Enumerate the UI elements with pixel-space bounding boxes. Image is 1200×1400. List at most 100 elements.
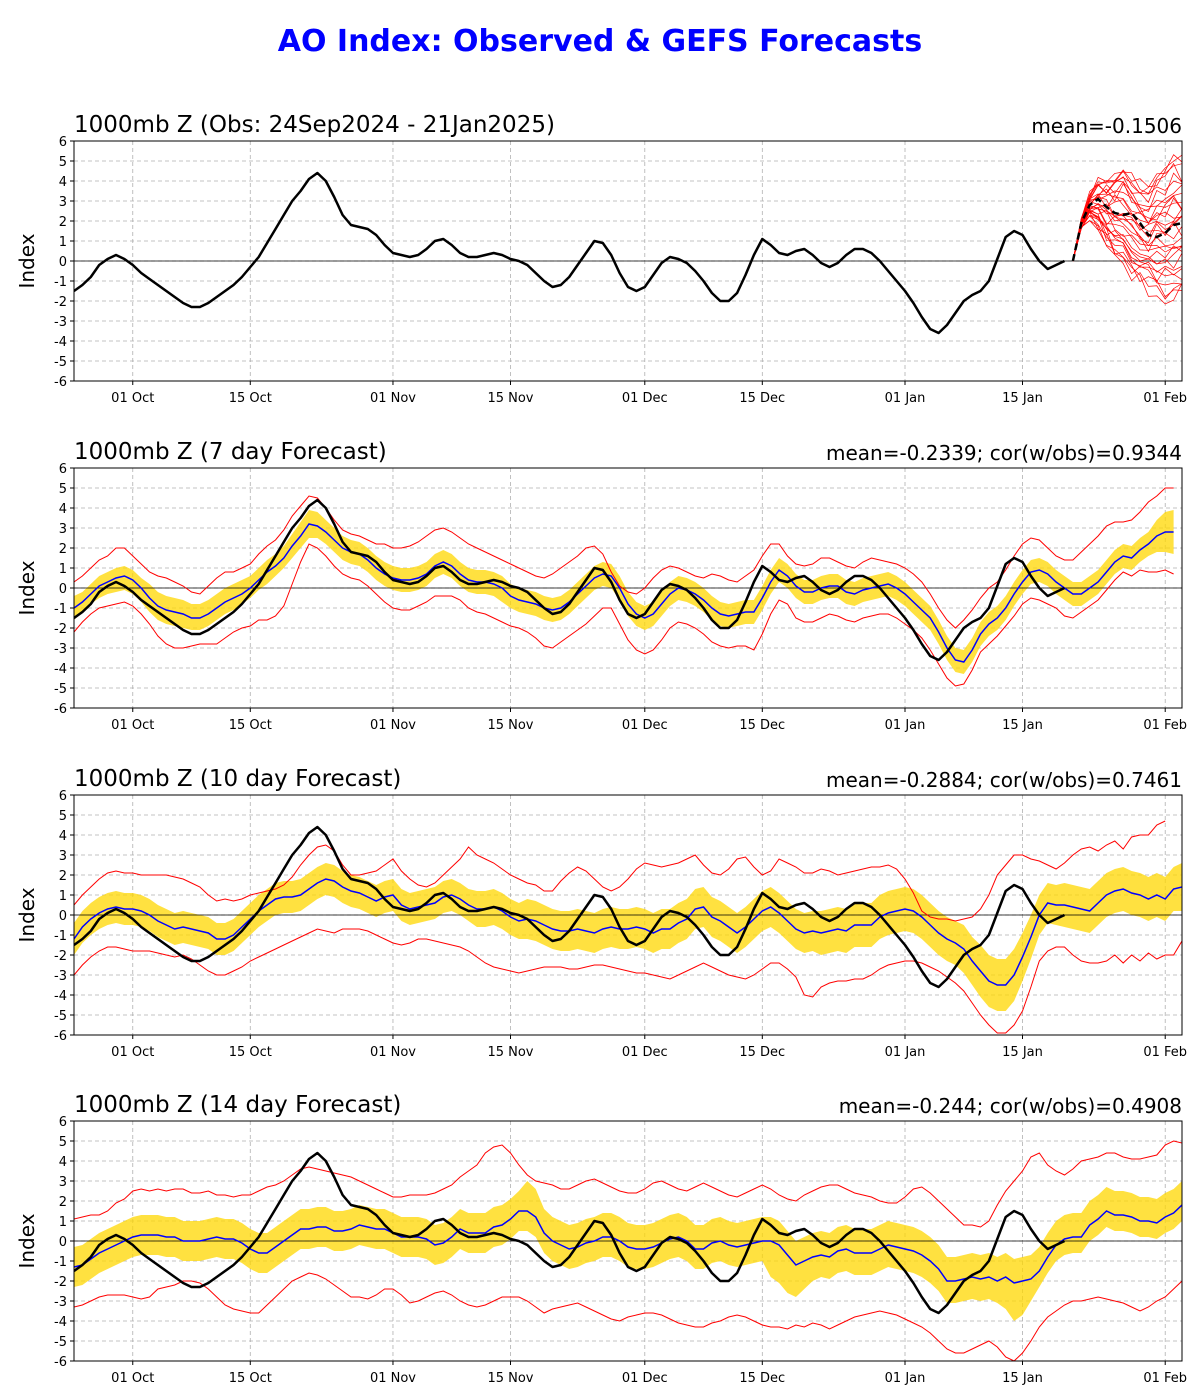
panel-stats: mean=-0.2339; cor(w/obs)=0.9344 [826, 441, 1182, 465]
panel-title: 1000mb Z (10 day Forecast) [74, 766, 401, 792]
gefs-member-line [1072, 215, 1182, 286]
spread-band [74, 510, 1174, 674]
y-tick-label: -4 [54, 989, 67, 1004]
y-tick-label: 6 [59, 135, 67, 150]
x-tick-label: 01 Nov [370, 1045, 416, 1060]
x-tick-label: 15 Nov [487, 1045, 533, 1060]
gefs-member-line [1072, 210, 1182, 262]
y-axis-label: Index [15, 1213, 39, 1268]
x-tick-label: 01 Feb [1143, 391, 1187, 406]
gefs-member-line [1072, 193, 1182, 262]
x-tick-label: 01 Oct [111, 391, 154, 406]
x-tick-label: 01 Nov [370, 1371, 416, 1386]
figure-title: AO Index: Observed & GEFS Forecasts [278, 24, 922, 59]
gefs-member-line [1072, 215, 1182, 283]
spread-band [74, 863, 1182, 1011]
y-tick-label: 6 [59, 789, 67, 804]
panel-2: 1000mb Z (7 day Forecast) mean=-0.2339; c… [15, 439, 1187, 733]
x-tick-label: 01 Jan [885, 1045, 926, 1060]
y-tick-label: 5 [59, 155, 67, 170]
x-tick-label: 15 Dec [739, 391, 785, 406]
y-tick-label: 1 [59, 562, 67, 577]
x-tick-label: 15 Oct [229, 391, 272, 406]
y-tick-label: 5 [59, 809, 67, 824]
x-tick-label: 01 Oct [111, 1045, 154, 1060]
ensemble-mean-line [74, 878, 1182, 986]
x-tick-label: 15 Oct [229, 1371, 272, 1386]
panel-4: 1000mb Z (14 day Forecast) mean=-0.244; c… [15, 1092, 1187, 1386]
x-tick-label: 01 Feb [1143, 718, 1187, 733]
y-tick-label: 0 [59, 255, 67, 270]
y-tick-label: 2 [59, 869, 67, 884]
max-envelope-line [74, 1140, 1182, 1228]
y-tick-label: -5 [54, 682, 67, 697]
gefs-member-line [1072, 154, 1182, 262]
x-tick-label: 01 Oct [111, 718, 154, 733]
gefs-member-line [1072, 162, 1182, 262]
y-tick-label: -2 [54, 1275, 67, 1290]
x-tick-label: 15 Jan [1002, 391, 1043, 406]
y-tick-label: 2 [59, 1195, 67, 1210]
y-tick-label: -4 [54, 1315, 67, 1330]
y-tick-label: 5 [59, 482, 67, 497]
y-tick-label: 0 [59, 909, 67, 924]
y-tick-label: -5 [54, 355, 67, 370]
observed-line [74, 825, 1066, 989]
y-tick-label: -1 [54, 1255, 67, 1270]
plot-area [74, 1140, 1182, 1361]
x-tick-label: 15 Jan [1002, 1045, 1043, 1060]
gefs-member-line [1072, 220, 1182, 305]
y-tick-label: 6 [59, 462, 67, 477]
x-tick-label: 15 Dec [739, 718, 785, 733]
max-envelope-line [74, 820, 1166, 922]
panel-stats: mean=-0.1506 [1031, 114, 1182, 138]
y-tick-label: -6 [54, 375, 67, 390]
panel-3: 1000mb Z (10 day Forecast) mean=-0.2884; … [15, 766, 1187, 1060]
x-tick-label: 01 Jan [885, 718, 926, 733]
gefs-member-line [1072, 196, 1182, 262]
y-tick-label: -5 [54, 1009, 67, 1024]
y-tick-label: 2 [59, 542, 67, 557]
plot-area [74, 820, 1182, 1034]
x-tick-label: 01 Feb [1143, 1045, 1187, 1060]
panel-title: 1000mb Z (7 day Forecast) [74, 439, 387, 465]
x-tick-label: 15 Nov [487, 1371, 533, 1386]
x-tick-label: 01 Jan [885, 1371, 926, 1386]
x-tick-label: 15 Oct [229, 1045, 272, 1060]
y-axis-label: Index [15, 560, 39, 615]
y-tick-label: -5 [54, 1335, 67, 1350]
y-tick-label: 4 [59, 1155, 67, 1170]
y-tick-label: -6 [54, 1355, 67, 1370]
y-tick-label: -2 [54, 622, 67, 637]
gefs-member-line [1072, 210, 1182, 262]
y-tick-label: -2 [54, 949, 67, 964]
min-envelope-line [74, 1272, 1182, 1361]
y-tick-label: -3 [54, 969, 67, 984]
y-tick-label: 4 [59, 829, 67, 844]
y-tick-label: -2 [54, 295, 67, 310]
y-axis-label: Index [15, 887, 39, 942]
y-tick-label: -4 [54, 662, 67, 677]
panel-title: 1000mb Z (Obs: 24Sep2024 - 21Jan2025) [74, 112, 555, 138]
y-tick-label: -3 [54, 1295, 67, 1310]
y-tick-label: 3 [59, 522, 67, 537]
x-tick-label: 15 Jan [1002, 1371, 1043, 1386]
ensemble-mean-line [74, 1204, 1182, 1284]
panel-title: 1000mb Z (14 day Forecast) [74, 1092, 401, 1118]
y-tick-label: 3 [59, 195, 67, 210]
panels: 1000mb Z (Obs: 24Sep2024 - 21Jan2025) mea… [15, 112, 1187, 1386]
x-tick-label: 15 Oct [229, 718, 272, 733]
spread-band [74, 1181, 1182, 1321]
y-tick-label: 0 [59, 582, 67, 597]
y-tick-label: -3 [54, 315, 67, 330]
x-tick-label: 01 Dec [622, 1371, 668, 1386]
panel-stats: mean=-0.244; cor(w/obs)=0.4908 [839, 1094, 1182, 1118]
max-envelope-line [74, 487, 1174, 629]
y-tick-label: 1 [59, 235, 67, 250]
y-tick-label: 0 [59, 1235, 67, 1250]
y-tick-label: 6 [59, 1115, 67, 1130]
y-axis-label: Index [15, 233, 39, 288]
gefs-member-line [1072, 177, 1182, 262]
y-tick-label: 3 [59, 849, 67, 864]
x-tick-label: 01 Nov [370, 391, 416, 406]
